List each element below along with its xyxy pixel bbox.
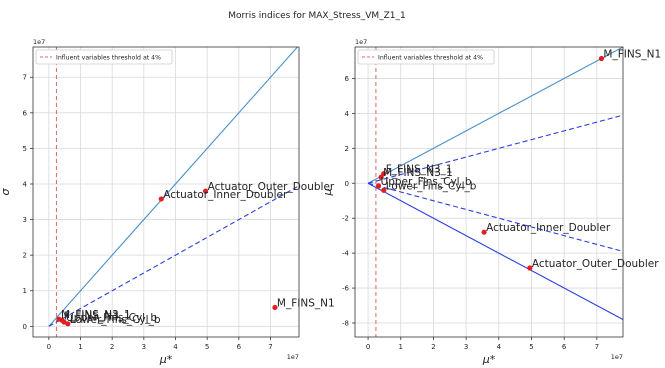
point-label: Upper_Fins_Cyl_b: [66, 312, 157, 324]
point-label: Actuator_Inner_Doubler: [486, 222, 611, 234]
y-tick-label: 6: [345, 75, 350, 83]
x-tick-label: 1: [78, 343, 82, 351]
data-point: [598, 55, 605, 62]
axes-frame: [32, 46, 300, 338]
y-tick-label: 0: [345, 180, 349, 188]
legend: Influent variables threshold at 4%: [35, 49, 173, 65]
axes-frame: [354, 46, 624, 338]
x-tick-label: 7: [268, 343, 272, 351]
point-label: M_FINS_N1: [277, 297, 335, 309]
legend-box: [357, 49, 495, 65]
point-label: M_FINS_N3_1: [61, 309, 131, 321]
data-point: [527, 265, 533, 271]
data-point: [481, 229, 487, 235]
x-tick-label: 3: [464, 343, 468, 351]
y-tick-label: 4: [345, 110, 350, 118]
y-tick-label: -2: [342, 215, 349, 223]
x-tick-label: 0: [366, 343, 370, 351]
plot-area: [367, 47, 623, 337]
y-tick-label: -4: [342, 250, 350, 258]
y-tick-label: 2: [345, 145, 349, 153]
y-tick-label: -8: [342, 320, 349, 328]
y-exponent-label: 1e7: [355, 38, 367, 46]
point-label: Actuator_Outer_Doubler: [532, 258, 659, 270]
point-label: M_FINS_N1: [603, 49, 661, 61]
point-label: Lower_Fins_Cyl_b: [386, 180, 477, 192]
x-tick-label: 0: [47, 343, 51, 351]
x-axis-label: μ*: [159, 353, 173, 366]
y-tick-label: 6: [23, 109, 28, 117]
data-point: [381, 187, 387, 193]
plot-area: [48, 47, 299, 337]
y-tick-label: -6: [342, 285, 350, 293]
data-point: [272, 304, 278, 311]
point-label: F_FINS_N3_1: [386, 164, 453, 176]
data-point: [202, 188, 209, 194]
legend-entry: Influent variables threshold at 4%: [378, 55, 483, 62]
data-point: [375, 183, 382, 189]
y-tick-label: 7: [23, 74, 27, 82]
x-tick-label: 4: [497, 343, 502, 351]
x-tick-label: 5: [529, 343, 533, 351]
x-exponent-label: 1e7: [287, 353, 299, 361]
data-point: [59, 317, 65, 323]
y-tick-label: 2: [23, 252, 27, 260]
x-tick-label: 3: [142, 343, 146, 351]
data-point: [65, 321, 71, 327]
x-tick-label: 4: [173, 343, 178, 351]
y-tick-label: 1: [23, 287, 27, 295]
y-tick-label: 4: [23, 180, 28, 188]
solid-reference-line: [367, 47, 623, 184]
point-label: Lower_Fins_Cyl_b: [70, 314, 161, 326]
point-label: Upper_Fins_Cyl_b: [381, 176, 472, 188]
y-tick-label: 3: [23, 216, 27, 224]
x-tick-label: 5: [205, 343, 209, 351]
legend-box: [35, 49, 173, 65]
x-tick-label: 2: [431, 343, 435, 351]
y-axis-label: σ: [0, 187, 12, 195]
x-tick-label: 6: [237, 343, 242, 351]
x-tick-label: 2: [110, 343, 114, 351]
sigma-vs-mustar-panel: 0 1 2 3 4 5 6 7 0 1 2 3 4 5 6 7 1e7 1e7 μ* σ Influent variab…: [0, 38, 335, 366]
x-tick-label: 7: [595, 343, 599, 351]
y-exponent-label: 1e7: [33, 38, 45, 46]
x-tick-label: 6: [562, 343, 567, 351]
y-tick-label: 5: [23, 145, 27, 153]
x-exponent-label: 1e7: [611, 353, 623, 361]
y-axis-label: μ: [321, 189, 334, 197]
solid-reference-line: [48, 47, 299, 327]
data-point: [378, 174, 384, 180]
point-label: Actuator_Outer_Doubler: [208, 181, 335, 193]
mu-vs-mustar-panel: 0 1 2 3 4 5 6 7 -8 -6 -4 -2 0 2 4 6 1e7 1e7 μ* μ Influent va…: [321, 38, 661, 366]
point-label: Actuator_Inner_Doubler: [163, 189, 288, 201]
dashed-reference-line: [48, 185, 299, 327]
point-label: M_FINS_N3_1: [383, 167, 453, 179]
legend-entry: Influent variables threshold at 4%: [56, 55, 161, 62]
legend: Influent variables threshold at 4%: [357, 49, 495, 65]
y-tick-label: 0: [23, 323, 27, 331]
x-axis-label: μ*: [482, 353, 496, 366]
point-label: F_FINS_N3_1: [64, 310, 131, 322]
data-point: [158, 196, 164, 202]
figure-title: Morris indices for MAX_Stress_VM_Z1_1: [228, 11, 406, 21]
x-tick-label: 1: [399, 343, 403, 351]
